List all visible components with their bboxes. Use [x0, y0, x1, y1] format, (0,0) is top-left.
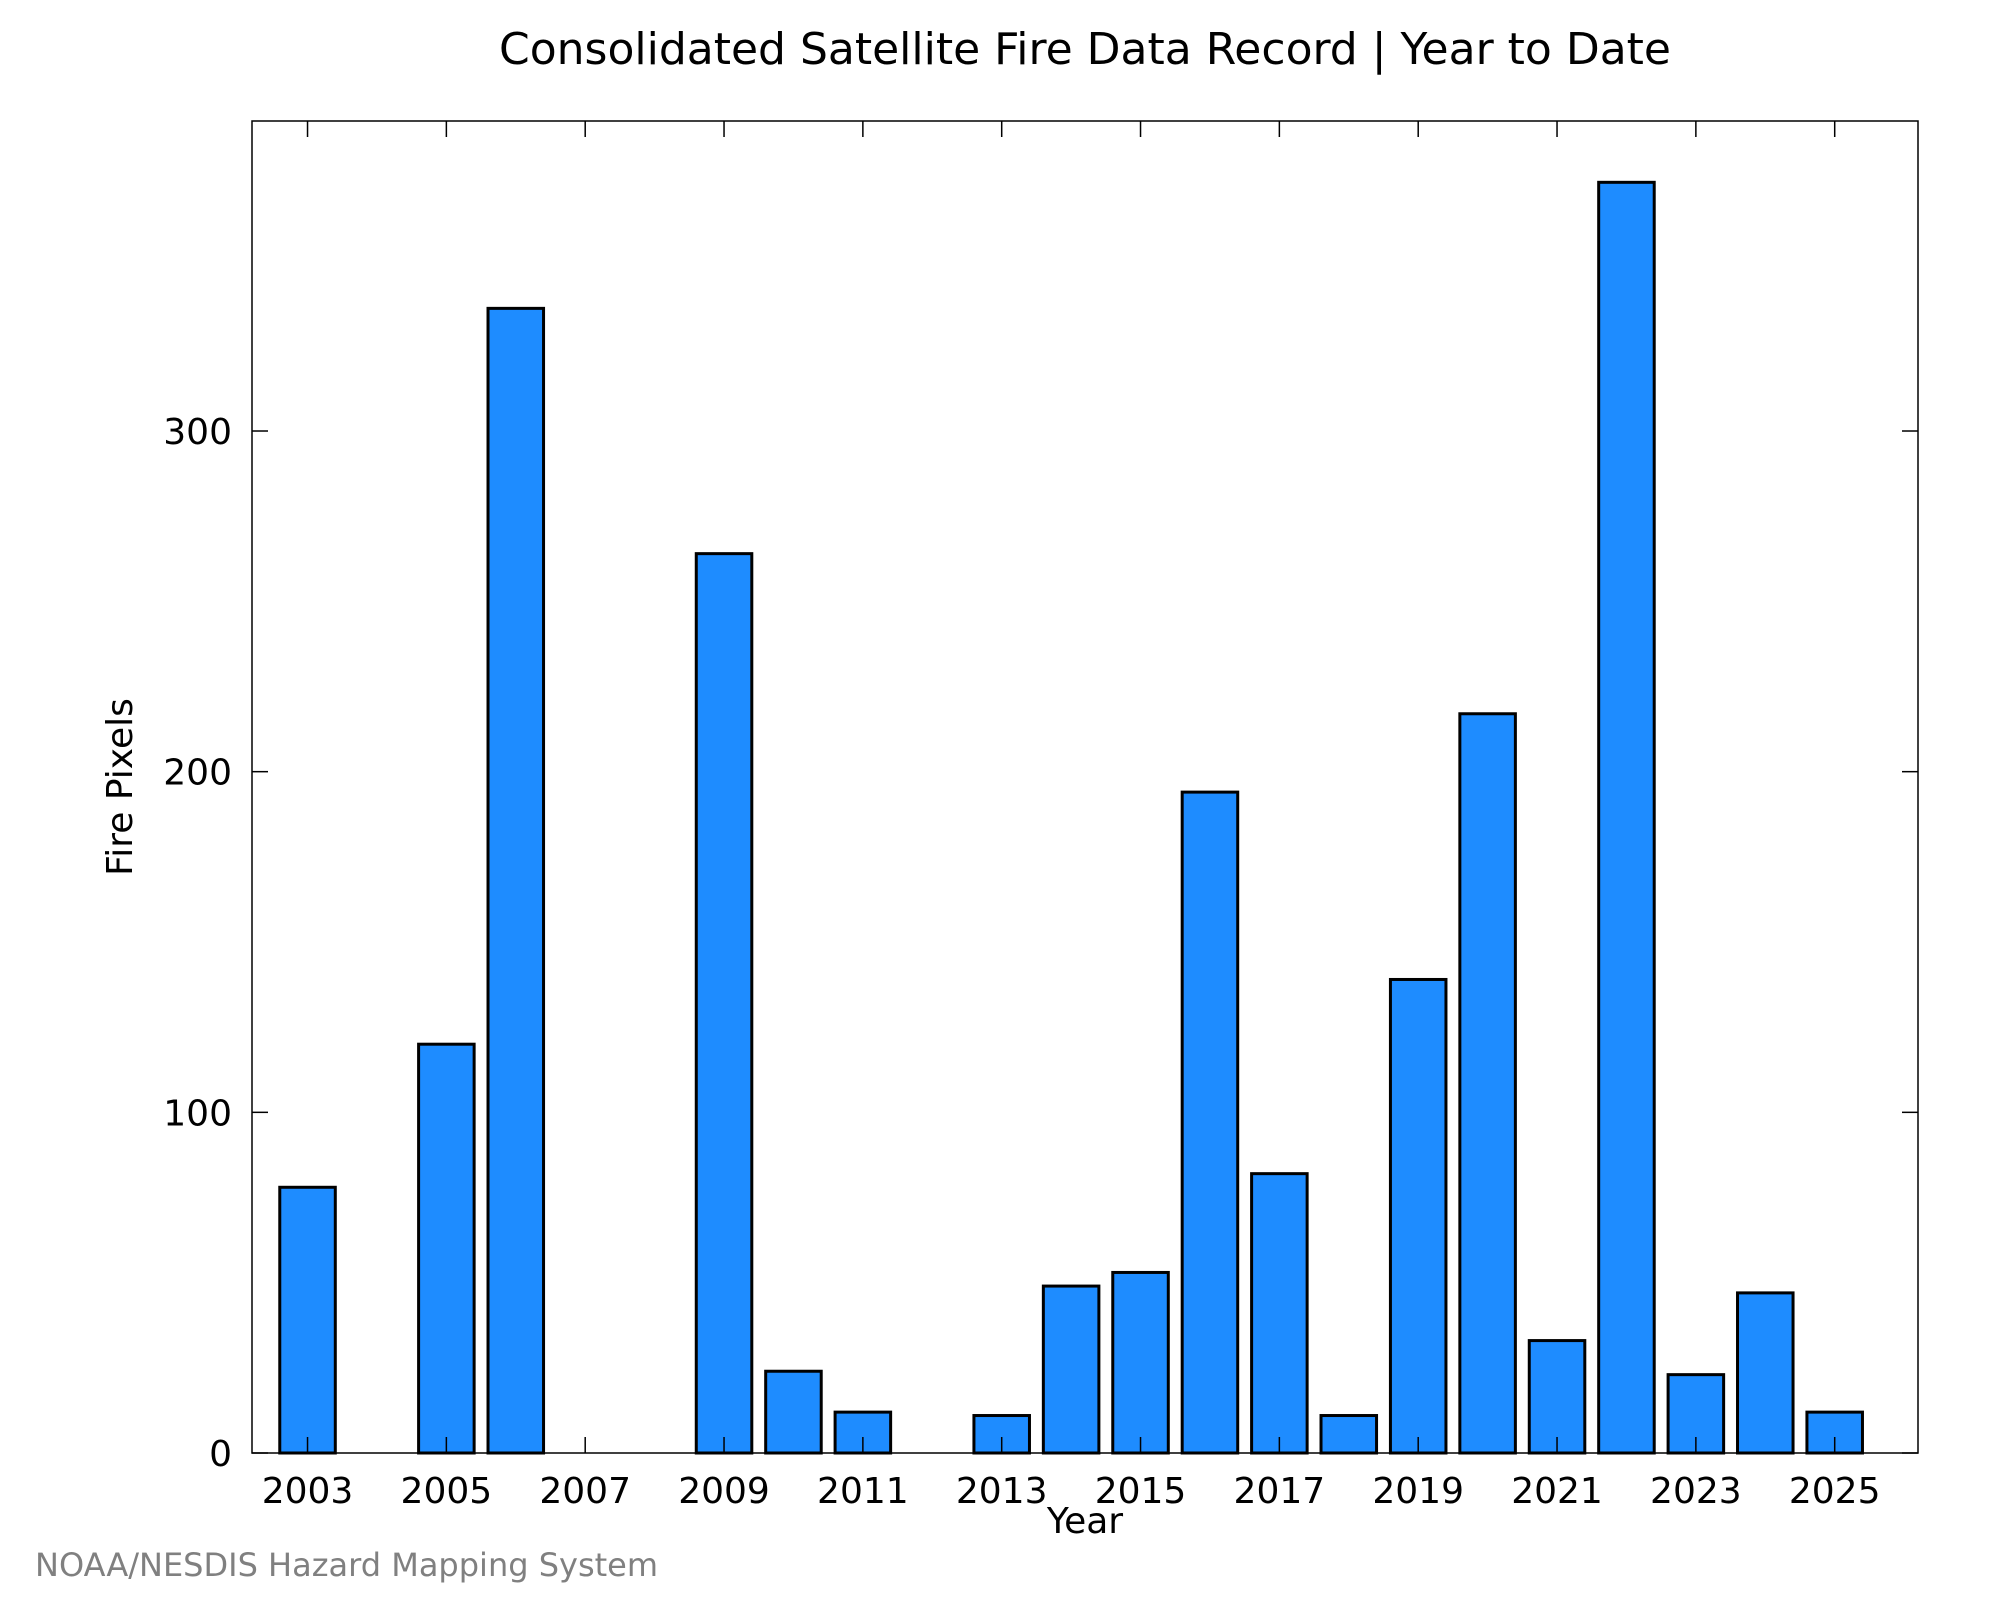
bar-2016: [1180, 790, 1240, 1455]
x-tick-label-2015: 2015: [1095, 1471, 1187, 1512]
bar-2018: [1319, 1414, 1379, 1455]
y-tick-label-100: 100: [163, 1093, 232, 1134]
x-tick-label-2007: 2007: [539, 1471, 631, 1512]
bar-2010: [764, 1369, 823, 1455]
bar-2024: [1736, 1291, 1795, 1455]
y-tick-label-200: 200: [163, 753, 232, 794]
y-axis-label: Fire Pixels: [100, 698, 141, 876]
x-tick-labels: 2003 2005 2007 2009 2011 2013 2015 2017 2019 2021…: [262, 1471, 1881, 1512]
x-tick-label-2025: 2025: [1789, 1471, 1881, 1512]
x-tick-label-2011: 2011: [817, 1471, 909, 1512]
x-axis-label: Year: [1046, 1501, 1123, 1542]
bar-2022: [1597, 180, 1656, 1455]
x-tick-label-2005: 2005: [401, 1471, 493, 1512]
x-tick-label-2013: 2013: [956, 1471, 1048, 1512]
bar-2017: [1250, 1172, 1309, 1455]
credit-text: NOAA/NESDIS Hazard Mapping System: [35, 1546, 658, 1584]
x-tick-label-2009: 2009: [678, 1471, 770, 1512]
bar-2019: [1388, 977, 1448, 1455]
x-tick-label-2021: 2021: [1511, 1471, 1603, 1512]
bar-2015: [1111, 1270, 1170, 1455]
plot-frame: [251, 120, 1919, 1454]
bar-2020: [1458, 712, 1517, 1455]
bar-2006: [486, 306, 546, 1455]
bar-2009: [694, 552, 754, 1455]
y-tick-label-300: 300: [163, 412, 232, 453]
y-tick-label-0: 0: [209, 1434, 232, 1475]
x-tick-label-2017: 2017: [1234, 1471, 1326, 1512]
bar-2014: [1041, 1284, 1101, 1455]
y-tick-labels: 0 100 200 300: [163, 412, 232, 1475]
chart-title: Consolidated Satellite Fire Data Record …: [499, 24, 1671, 75]
bar-2003: [278, 1185, 337, 1455]
bar-2021: [1527, 1339, 1587, 1455]
bar-2005: [417, 1042, 476, 1455]
bars-group: [278, 180, 1864, 1455]
ticks-group: [252, 121, 1918, 1454]
x-tick-label-2023: 2023: [1650, 1471, 1742, 1512]
x-tick-label-2003: 2003: [262, 1471, 354, 1512]
x-tick-label-2019: 2019: [1372, 1471, 1464, 1512]
